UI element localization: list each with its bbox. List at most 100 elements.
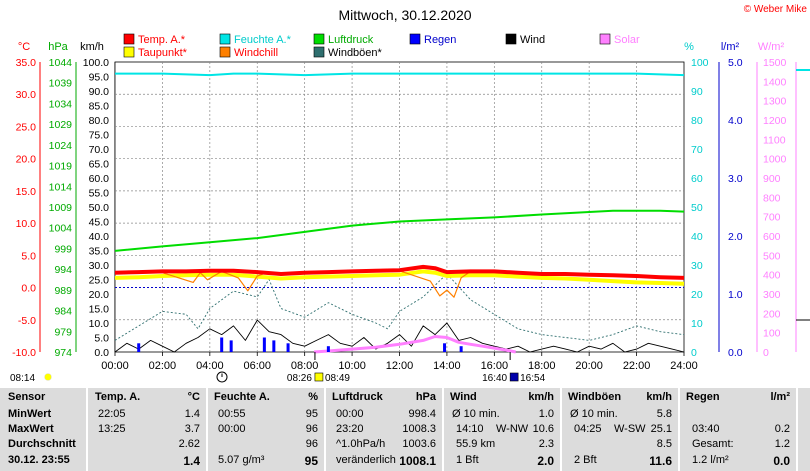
legend-label-0: Temp. A.* [138, 34, 186, 46]
stats-row-label-min: MinWert [8, 408, 52, 420]
stats-hum-abs-value: 5.07 g/m³ [218, 454, 265, 466]
solar-axis-tick: 1500 [763, 57, 787, 69]
solar-axis-unit: W/m² [758, 41, 785, 53]
dawn-time: 08:14 [10, 373, 35, 384]
stats-rain-header: Regen [686, 391, 720, 403]
rain-axis-tick: 5.0 [728, 57, 743, 69]
stats-rain-today: 1.2 l/m² [692, 454, 729, 466]
wind-axis-tick: 90.0 [89, 86, 110, 98]
stats-press-header: Luftdruck [332, 391, 383, 403]
legend-swatch-5 [599, 33, 611, 45]
stats-press-avg-value: 1003.6 [402, 438, 436, 450]
x-tick-label: 16:00 [481, 360, 509, 372]
pressure-axis-tick: 1039 [49, 78, 73, 90]
sun-times: 08:14 08:26 08:49 16:40 16:54 [10, 352, 546, 384]
rain-bar [272, 340, 276, 352]
solar-axis-tick: 100 [763, 328, 781, 340]
temp-axis-tick: 25.0 [16, 121, 37, 133]
stats-press-trend: ^1.0hPa/h [336, 438, 386, 450]
rain-bar [443, 343, 447, 352]
pressure-axis-tick: 1019 [49, 161, 73, 173]
series-solar [313, 335, 516, 354]
legend-swatch-4 [505, 33, 517, 45]
solar-axis-tick: 0 [763, 347, 769, 359]
solar-axis-tick: 600 [763, 231, 781, 243]
solar-axis-tick: 800 [763, 192, 781, 204]
solar-axis-tick: 400 [763, 270, 781, 282]
legend-swatch-8 [313, 46, 325, 58]
chart-grid [114, 61, 685, 353]
wind-axis-tick: 85.0 [89, 101, 110, 113]
pressure-axis-tick: 974 [54, 347, 72, 359]
series-temp-a [114, 264, 685, 280]
temp-axis-tick: 35.0 [16, 57, 37, 69]
rain-bar [286, 343, 290, 352]
stats-press-min-value: 998.4 [408, 408, 436, 420]
stats-press-current-value: 1008.1 [399, 454, 436, 468]
temp-axis-tick: 15.0 [16, 186, 37, 198]
solar-axis-tick: 1000 [763, 154, 787, 166]
solar-axis-tick: 1100 [763, 134, 786, 146]
copyright-label: © Weber Mike [744, 4, 808, 15]
stats-rain-current-value: 0.0 [773, 454, 790, 468]
rain-axis-tick: 4.0 [728, 115, 743, 127]
x-tick-label: 14:00 [433, 360, 461, 372]
stats-rain-max-value: 0.2 [774, 423, 790, 435]
rain-bar [262, 337, 266, 352]
stats-press-unit: hPa [415, 391, 436, 403]
series-taupunkt [114, 269, 685, 286]
wind-axis-tick: 35.0 [89, 246, 110, 258]
x-tick-label: 20:00 [575, 360, 603, 372]
humidity-axis-tick: 80 [691, 115, 703, 127]
wind-axis-tick: 30.0 [89, 260, 110, 272]
humidity-axis-tick: 20 [691, 289, 703, 301]
legend-swatch-6 [123, 46, 135, 58]
stats-row-label-avg: Durchschnitt [8, 438, 76, 450]
pressure-axis-tick: 1034 [49, 98, 73, 110]
wind-axis-tick: 95.0 [89, 72, 110, 84]
temp-axis-tick: -10.0 [12, 347, 36, 359]
wind-axis-tick: 25.0 [89, 275, 110, 287]
rain-bar [326, 346, 330, 352]
stats-hum-max-value: 96 [305, 423, 318, 435]
series-feuchte-a [115, 72, 685, 77]
legend-label-4: Wind [520, 34, 545, 46]
stats-gust-min-value: 5.8 [656, 408, 672, 420]
stats-press-max-time: 23:20 [336, 423, 364, 435]
stats-wind-min-label: Ø 10 min. [452, 408, 500, 420]
temp-axis-tick: 5.0 [21, 250, 36, 262]
stats-wind-header: Wind [450, 391, 477, 403]
rain-bar [229, 340, 233, 352]
stats-wind-max-dir: W-NW [496, 423, 529, 435]
solar-axis-tick: 1400 [763, 76, 787, 88]
legend-label-1: Feuchte A.* [234, 34, 292, 46]
temp-axis-tick: 0.0 [21, 283, 36, 295]
humidity-axis-tick: 50 [691, 202, 703, 214]
stats-rain-max-time: 03:40 [692, 423, 720, 435]
stats-temp-column: Temp. A. °C 22:05 1.4 13:25 3.7 2.62 1.4 [86, 388, 206, 471]
stats-gust-bft: 2 Bft [574, 454, 597, 466]
rain-axis-unit: l/m² [721, 41, 740, 53]
humidity-axis-tick: 90 [691, 86, 703, 98]
rain-bar [137, 343, 141, 352]
x-tick-label: 04:00 [196, 360, 224, 372]
stats-gust-max-value: 25.1 [650, 423, 672, 435]
chart-plot [114, 72, 685, 354]
stats-press-min-time: 00:00 [336, 408, 364, 420]
pressure-axis-tick: 999 [54, 243, 72, 255]
solar-axis-tick: 300 [763, 289, 781, 301]
stats-hum-current-value: 95 [304, 454, 318, 468]
stats-temp-avg-value: 2.62 [178, 438, 200, 450]
sunset-icon [509, 372, 519, 382]
stats-hum-header: Feuchte A. [214, 391, 270, 403]
stats-temp-max-value: 3.7 [184, 423, 200, 435]
stats-wind-distance: 55.9 km [456, 438, 496, 450]
stats-gust-max-dir: W-SW [614, 423, 646, 435]
chart-title: Mittwoch, 30.12.2020 [338, 7, 471, 23]
series-luftdruck [114, 209, 685, 252]
x-tick-label: 22:00 [623, 360, 651, 372]
pressure-axis-tick: 1024 [49, 140, 73, 152]
stats-wind-unit: km/h [528, 391, 554, 403]
wind-axis-tick: 50.0 [89, 202, 110, 214]
statistics-table: Sensor MinWert MaxWert Durchschnitt 30.1… [0, 388, 810, 471]
